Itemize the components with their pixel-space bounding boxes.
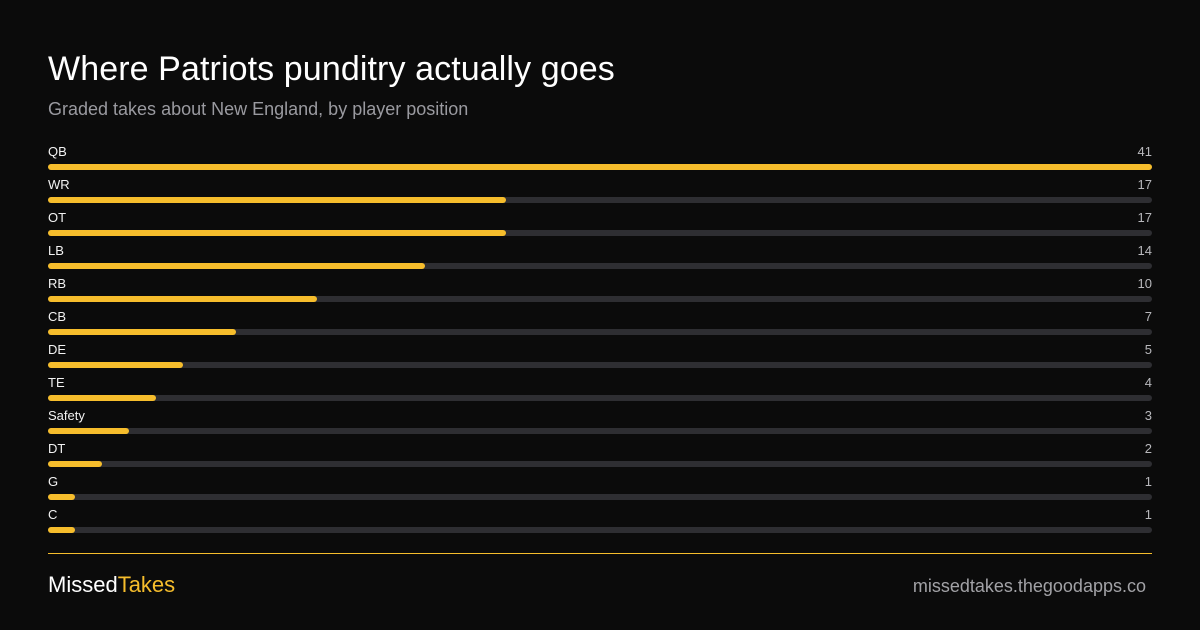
bar-value-label: 1 (1144, 507, 1152, 522)
bar-track (48, 395, 1152, 401)
bar-label: WR (48, 177, 70, 192)
bar-fill (48, 395, 156, 401)
bar-track (48, 197, 1152, 203)
bar-row: LB 14 (48, 243, 1152, 276)
bar-track (48, 527, 1152, 533)
bar-fill (48, 461, 102, 467)
brand-name-part1: Missed (48, 572, 118, 597)
bar-value-label: 3 (1144, 408, 1152, 423)
bar-label: Safety (48, 408, 85, 423)
bar-row: DE 5 (48, 342, 1152, 375)
bar-value-label: 5 (1144, 342, 1152, 357)
bar-fill (48, 362, 183, 368)
bar-row: RB 10 (48, 276, 1152, 309)
bar-track (48, 296, 1152, 302)
bar-track (48, 362, 1152, 368)
bar-row: WR 17 (48, 177, 1152, 210)
bar-fill (48, 230, 506, 236)
bar-value-label: 7 (1144, 309, 1152, 324)
bar-track (48, 164, 1152, 170)
bar-fill (48, 197, 506, 203)
bar-value-label: 17 (1137, 210, 1152, 225)
bar-value-label: 17 (1137, 177, 1152, 192)
site-url: missedtakes.thegoodapps.co (912, 576, 1146, 596)
bar-row: Safety 3 (48, 408, 1152, 441)
bar-value-label: 4 (1144, 375, 1152, 390)
bar-label: CB (48, 309, 67, 324)
bar-fill (48, 296, 317, 302)
bar-fill (48, 527, 75, 533)
bar-value-label: 1 (1144, 474, 1152, 489)
bar-track (48, 494, 1152, 500)
bar-label: G (48, 474, 59, 489)
chart-subtitle: Graded takes about New England, by playe… (48, 99, 469, 119)
bar-track (48, 428, 1152, 434)
bar-value-label: 41 (1137, 144, 1152, 159)
bar-label: TE (48, 375, 65, 390)
bar-fill (48, 263, 425, 269)
bar-label: RB (48, 276, 67, 291)
bar-row: OT 17 (48, 210, 1152, 243)
bar-row: DT 2 (48, 441, 1152, 474)
bar-value-label: 2 (1144, 441, 1152, 456)
footer-divider (48, 553, 1152, 554)
card: Where Patriots punditry actually goes Gr… (48, 0, 1152, 630)
brand-name-part2: Takes (117, 572, 176, 597)
bar-label: C (48, 507, 58, 522)
bar-label: DT (48, 441, 66, 456)
bar-value-label: 10 (1137, 276, 1152, 291)
bar-track (48, 461, 1152, 467)
bar-track (48, 329, 1152, 335)
bar-fill (48, 428, 129, 434)
bar-row: TE 4 (48, 375, 1152, 408)
bar-fill (48, 329, 236, 335)
bar-label: DE (48, 342, 67, 357)
chart-title: Where Patriots punditry actually goes (48, 50, 615, 88)
bar-chart: QB 41 WR 17 OT 17 LB 14 RB 10 CB 7 DE 5 TE 4 Safety 3 DT 2 G… (48, 144, 1152, 540)
bar-track (48, 263, 1152, 269)
bar-fill (48, 494, 75, 500)
brand-logo: MissedTakes (48, 572, 175, 598)
bar-track (48, 230, 1152, 236)
bar-label: LB (48, 243, 64, 258)
bar-row: CB 7 (48, 309, 1152, 342)
bar-row: QB 41 (48, 144, 1152, 177)
bar-label: QB (48, 144, 67, 159)
bar-fill (48, 164, 1152, 170)
bar-label: OT (48, 210, 67, 225)
bar-value-label: 14 (1137, 243, 1152, 258)
